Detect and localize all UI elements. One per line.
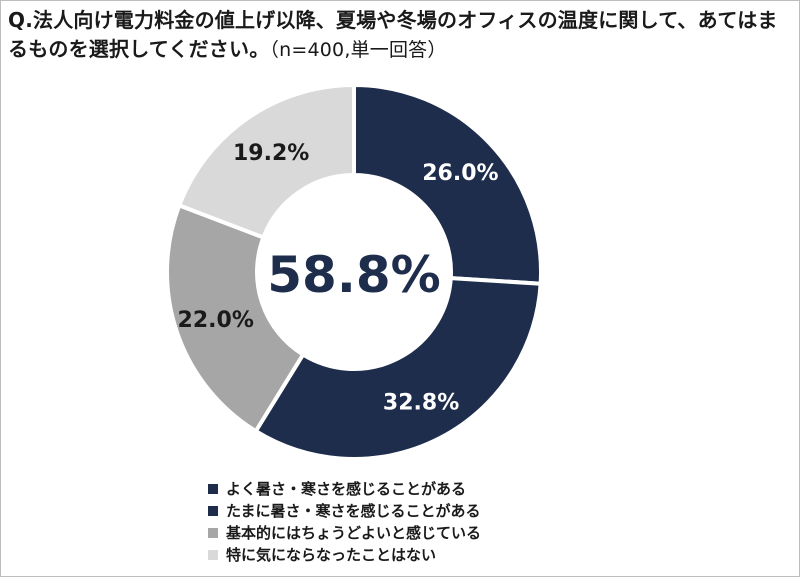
center-label: 58.8% <box>267 246 440 304</box>
legend-label: 基本的にはちょうどよいと感じている <box>226 524 482 542</box>
legend-label: よく暑さ・寒さを感じることがある <box>226 480 467 498</box>
slice-value-label: 22.0% <box>178 308 254 333</box>
donut-slice <box>176 82 356 241</box>
legend-label: たまに暑さ・寒さを感じることがある <box>226 502 481 520</box>
legend-item: 基本的にはちょうどよいと感じている <box>208 522 481 544</box>
legend-swatch <box>208 528 218 538</box>
legend-swatch <box>208 484 218 494</box>
legend-item: 特に気にならなったことはない <box>208 544 481 566</box>
slice-value-label: 26.0% <box>422 161 498 186</box>
legend-label: 特に気にならなったことはない <box>226 546 437 564</box>
sample-note: （n=400,単一回答） <box>269 39 447 61</box>
slice-value-label: 19.2% <box>233 141 309 166</box>
slice-value-label: 32.8% <box>383 391 459 416</box>
donut-slices <box>165 82 543 461</box>
legend-item: よく暑さ・寒さを感じることがある <box>208 478 481 500</box>
donut-slice <box>165 202 306 434</box>
question-text: Q.法人向け電力料金の値上げ以降、夏場や冬場のオフィスの温度に関して、あてはまる… <box>8 8 778 61</box>
chart-title: Q.法人向け電力料金の値上げ以降、夏場や冬場のオフィスの温度に関して、あてはまる… <box>8 6 792 65</box>
legend: よく暑さ・寒さを感じることがある たまに暑さ・寒さを感じることがある 基本的には… <box>208 478 481 566</box>
donut-slice <box>253 275 543 461</box>
legend-swatch <box>208 506 218 516</box>
slice-labels: 26.0% 32.8% 22.0% 19.2% <box>178 141 499 416</box>
legend-item: たまに暑さ・寒さを感じることがある <box>208 500 481 522</box>
donut-slice <box>352 82 543 286</box>
legend-swatch <box>208 550 218 560</box>
